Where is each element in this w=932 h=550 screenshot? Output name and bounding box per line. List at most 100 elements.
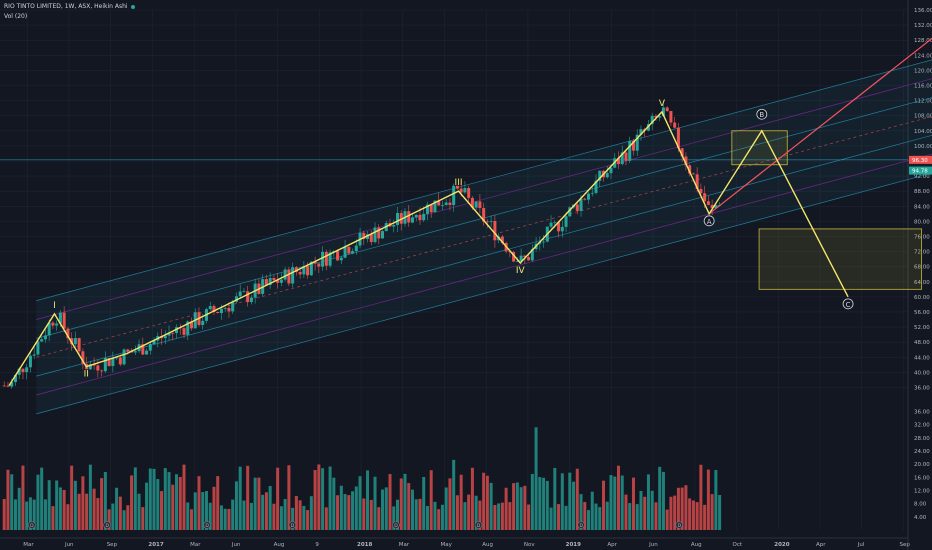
wave-label-a: A <box>703 215 715 227</box>
candle-body <box>587 193 591 200</box>
volume-bar <box>137 493 141 530</box>
candle-body <box>58 312 62 324</box>
candle-body <box>36 341 40 355</box>
price-tick-label: 136.00 <box>914 8 932 14</box>
volume-tick-label: 20.00 <box>914 462 930 468</box>
candle-body <box>493 220 497 241</box>
candle-body <box>313 261 317 264</box>
volume-legend: Vol (20) <box>4 13 27 20</box>
volume-bar <box>58 487 62 530</box>
volume-bar <box>399 478 403 530</box>
volume-bar <box>156 479 160 530</box>
volume-bar <box>489 482 493 530</box>
candle-body <box>433 200 437 213</box>
volume-bar <box>646 474 650 530</box>
dividend-circle-icon <box>103 521 111 529</box>
price-tick-label: 56.00 <box>914 310 930 316</box>
volume-bar <box>62 490 66 530</box>
candle-body <box>148 344 152 351</box>
candle-body <box>10 382 14 387</box>
candle-body <box>410 217 414 223</box>
candle-body <box>189 321 193 329</box>
volume-bar <box>328 466 332 530</box>
volume-bar <box>366 470 370 530</box>
time-tick-label: Apr <box>607 542 617 548</box>
volume-bar <box>590 491 594 530</box>
volume-bar <box>70 465 74 530</box>
time-tick-label: Jun <box>231 542 241 548</box>
volume-bar <box>643 496 647 530</box>
wave-circle-icon <box>756 108 768 120</box>
volume-bar <box>212 486 216 530</box>
volume-tick-label: 12.00 <box>914 489 930 495</box>
candle-body <box>459 188 463 193</box>
candle-body <box>212 306 216 312</box>
volume-bar <box>231 499 235 530</box>
dividend-marker: D <box>203 521 211 529</box>
volume-bar <box>635 504 639 530</box>
price-tick-label: 60.00 <box>914 295 930 301</box>
volume-bar <box>6 469 10 530</box>
volume-bar <box>425 505 429 530</box>
volume-bar <box>699 464 703 530</box>
volume-bar <box>279 506 283 530</box>
wave-label-text: C <box>846 301 851 309</box>
volume-bar <box>527 504 531 530</box>
volume-bar <box>609 475 613 530</box>
wave-label-text: II <box>84 370 89 380</box>
volume-bar <box>178 477 182 530</box>
volume-bar <box>392 506 396 530</box>
wave-label-text: III <box>455 178 463 188</box>
candle-body <box>437 200 441 206</box>
volume-bar <box>568 472 572 530</box>
volume-bar <box>317 464 321 530</box>
volume-bar <box>616 465 620 530</box>
candle-body <box>118 357 122 365</box>
volume-bar <box>298 500 302 530</box>
volume-bar <box>133 467 137 530</box>
volume-bar <box>572 481 576 530</box>
time-tick-label: 2017 <box>148 542 163 548</box>
candle-body <box>279 279 283 283</box>
candle-body <box>373 227 377 243</box>
candle-body <box>414 214 418 218</box>
volume-bar <box>238 466 242 530</box>
candle-body <box>351 251 355 254</box>
volume-bar <box>107 509 111 530</box>
candle-body <box>141 344 145 355</box>
volume-bar <box>523 485 527 530</box>
candle-body <box>478 201 482 209</box>
volume-bar <box>418 498 422 530</box>
candle-body <box>381 231 385 239</box>
volume-bar <box>261 494 265 530</box>
candle-body <box>579 198 583 211</box>
candle-body <box>317 263 321 267</box>
volume-bar <box>141 507 145 530</box>
candle-body <box>298 272 302 275</box>
volume-bar <box>381 489 385 530</box>
price-tick-label: 92.00 <box>914 174 930 180</box>
candle-body <box>523 255 527 258</box>
price-tick-label: 104.00 <box>914 129 932 135</box>
time-tick-label: Aug <box>482 542 493 548</box>
volume-bar <box>2 499 6 530</box>
candle-body <box>302 266 306 275</box>
price-tick-label: 80.00 <box>914 219 930 225</box>
candle-body <box>336 251 340 261</box>
candle-body <box>553 222 557 224</box>
dividend-circle-icon <box>27 521 36 529</box>
volume-bar <box>145 482 149 530</box>
volume-bar <box>324 507 328 530</box>
candle-body <box>703 193 707 202</box>
candle-body <box>714 205 718 209</box>
candle-body <box>624 152 628 161</box>
price-tick-label: 40.00 <box>914 370 930 376</box>
volume-bar <box>160 491 164 530</box>
price-tick-label: 44.00 <box>914 355 930 361</box>
candle-body <box>560 226 564 232</box>
volume-bar <box>497 503 501 530</box>
volume-bar <box>369 499 373 530</box>
candle-body <box>452 185 456 206</box>
